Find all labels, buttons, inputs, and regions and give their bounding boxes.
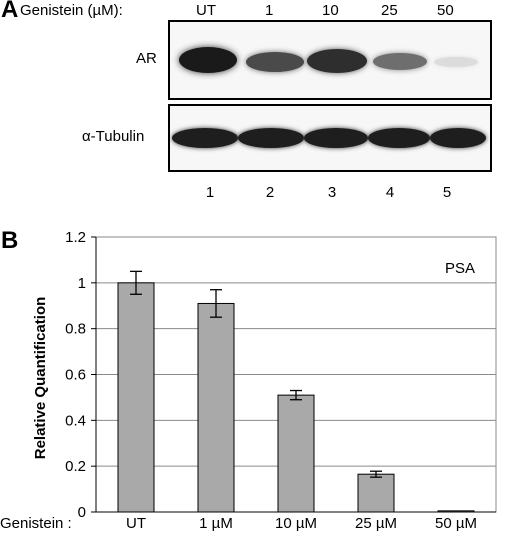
dose-label: 1 (265, 2, 274, 19)
y-tick-label: 0.6 (65, 367, 86, 384)
tubulin-blot-label: α-Tubulin (82, 128, 145, 145)
dose-label: 10 (322, 2, 339, 19)
dose-label: 25 (381, 2, 398, 19)
tubulin-band (304, 128, 368, 148)
bar (117, 282, 155, 513)
ar-western-blot (168, 20, 492, 100)
y-tick-labels: 0 0.2 0.4 0.6 0.8 1 1.2 (65, 229, 96, 521)
y-tick-label: 0.2 (65, 458, 86, 475)
panel-a-letter: A (1, 0, 19, 23)
error-bar (290, 389, 302, 401)
error-bar (130, 270, 142, 295)
treatment-header: Genistein (µM): (20, 2, 123, 19)
y-tick-label: 0.4 (65, 412, 86, 429)
tubulin-band (172, 128, 238, 148)
psa-annotation: PSA (445, 260, 475, 277)
ar-band (434, 57, 478, 67)
lane-number: 4 (385, 184, 395, 201)
ar-band (246, 52, 304, 72)
bars (117, 282, 475, 513)
x-axis-prefix: Genistein : (0, 515, 72, 532)
ar-band (373, 53, 427, 70)
ar-blot-label: AR (136, 50, 157, 67)
y-axis-label: Relative Quantification (32, 297, 49, 460)
lane-number: 2 (265, 184, 275, 201)
lane-number: 3 (327, 184, 337, 201)
error-bar (370, 470, 382, 478)
error-bar (210, 289, 222, 318)
x-tick-label: 50 µM (435, 515, 477, 532)
y-tick-label: 0 (78, 504, 86, 521)
bar (197, 302, 235, 513)
lane-number: 5 (442, 184, 452, 201)
dose-label: UT (196, 2, 216, 19)
lane-number: 1 (205, 184, 215, 201)
tubulin-band (430, 128, 486, 148)
x-tick-label: 1 µM (199, 515, 233, 532)
ar-band (307, 49, 367, 73)
tubulin-western-blot (168, 104, 492, 172)
y-tick-label: 1.2 (65, 229, 86, 246)
bar (357, 473, 395, 513)
y-tick-label: 1 (78, 275, 86, 292)
x-tick-label: 10 µM (275, 515, 317, 532)
bar (277, 394, 315, 513)
tubulin-band (368, 128, 430, 148)
ar-band (179, 47, 237, 73)
y-tick-label: 0.8 (65, 321, 86, 338)
tubulin-band (238, 128, 304, 148)
x-tick-label: UT (126, 515, 146, 532)
dose-label: 50 (437, 2, 454, 19)
x-tick-label: 25 µM (355, 515, 397, 532)
error-bars (130, 270, 382, 478)
panel-b-letter: B (1, 227, 19, 254)
